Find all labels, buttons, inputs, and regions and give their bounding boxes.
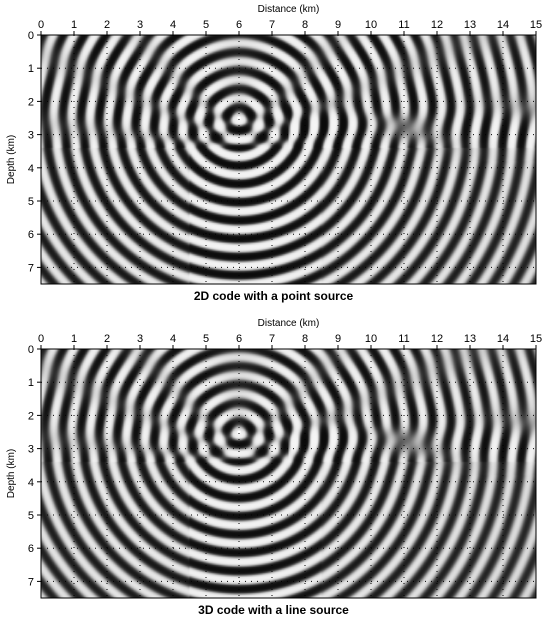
x-tick-label: 3	[137, 333, 143, 345]
x-tick-label: 6	[236, 333, 242, 345]
y-tick-label: 4	[28, 477, 34, 489]
y-axis-label: Depth (km)	[6, 449, 17, 498]
x-tick-label: 14	[497, 333, 509, 345]
plot-frame	[40, 348, 537, 599]
x-tick-label: 8	[302, 19, 308, 31]
x-tick-label: 1	[71, 19, 77, 31]
x-tick-label: 0	[38, 19, 44, 31]
x-tick-label: 5	[203, 19, 209, 31]
x-tick-label: 1	[71, 333, 77, 345]
y-tick-label: 0	[28, 30, 34, 42]
panel-bottom: 0 1 2 3 4 5 6 7 8 9 10 11 12 13 14 15 0 1 2 3 4 5 6 7 Distance (…	[0, 314, 547, 621]
y-tick-label: 5	[28, 196, 34, 208]
x-tick-label: 7	[269, 333, 275, 345]
y-tick-label: 6	[28, 229, 34, 241]
x-axis-label: Distance (km)	[258, 4, 320, 15]
chart-title: 3D code with a line source	[198, 603, 349, 617]
x-tick-label: 5	[203, 333, 209, 345]
x-axis-label: Distance (km)	[258, 318, 320, 329]
y-tick-label: 2	[28, 410, 34, 422]
x-tick-label: 0	[38, 333, 44, 345]
x-tick-label: 14	[497, 19, 509, 31]
y-tick-label: 7	[28, 262, 34, 274]
x-tick-label: 11	[398, 333, 409, 345]
x-tick-label: 4	[170, 19, 176, 31]
x-tick-label: 9	[335, 19, 341, 31]
y-tick-label: 3	[28, 130, 34, 142]
wavefield-image	[41, 35, 536, 284]
y-axis-label: Depth (km)	[6, 135, 17, 184]
x-tick-label: 15	[530, 333, 542, 345]
x-tick-label: 10	[365, 333, 377, 345]
y-tick-label: 3	[28, 444, 34, 456]
y-tick-label: 2	[28, 96, 34, 108]
y-tick-label: 6	[28, 543, 34, 555]
wavefield-image	[41, 349, 536, 598]
x-tick-label: 3	[137, 19, 143, 31]
y-tick-label: 7	[28, 576, 34, 588]
x-tick-label: 4	[170, 333, 176, 345]
y-tick-label: 1	[28, 377, 34, 389]
x-tick-label: 7	[269, 19, 275, 31]
panel-top: 0 1 2 3 4 5 6 7 8 9 10 11 12 13 14 15 0 1 2 3 4 5 6 7 Distance (…	[0, 0, 547, 306]
y-tick-label: 4	[28, 163, 34, 175]
x-tick-label: 13	[464, 333, 476, 345]
x-tick-label: 15	[530, 19, 542, 31]
x-tick-label: 2	[104, 19, 110, 31]
x-tick-label: 11	[398, 19, 409, 31]
y-tick-label: 5	[28, 510, 34, 522]
x-tick-label: 12	[431, 333, 443, 345]
x-tick-label: 8	[302, 333, 308, 345]
x-tick-label: 6	[236, 19, 242, 31]
chart-title: 2D code with a point source	[193, 289, 354, 303]
x-tick-label: 9	[335, 333, 341, 345]
y-tick-label: 1	[28, 63, 34, 75]
y-tick-label: 0	[28, 344, 34, 356]
x-tick-label: 2	[104, 333, 110, 345]
x-tick-label: 12	[431, 19, 443, 31]
x-tick-label: 10	[365, 19, 377, 31]
x-tick-label: 13	[464, 19, 476, 31]
plot-frame	[40, 34, 537, 285]
